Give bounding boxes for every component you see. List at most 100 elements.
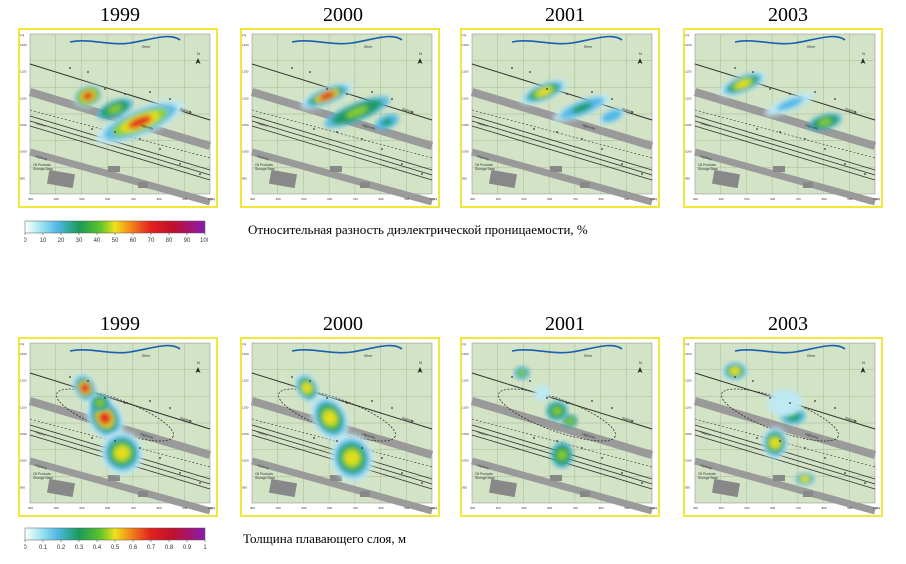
river-label: River [584, 354, 593, 358]
well-marker [864, 482, 866, 484]
map-panel: River Railway Highway Viaduct Highway Oil Pro… [683, 337, 883, 517]
plume-blob [330, 434, 374, 482]
well-marker [529, 380, 531, 382]
well-marker [114, 440, 116, 442]
well-marker [789, 93, 791, 95]
colorbar-tick-label: 80 [166, 238, 173, 244]
river-label: River [807, 354, 816, 358]
well-marker [601, 457, 603, 459]
x-tick-label: 700 [353, 506, 358, 510]
y-tick-label: 1100 [685, 405, 692, 409]
north-arrow-icon [637, 58, 643, 64]
y-tick-label: 1200 [20, 352, 27, 356]
unit-label: [m] [876, 506, 880, 510]
well-marker [91, 128, 93, 130]
river [69, 344, 181, 354]
colorbar: 0 0.1 0.2 0.3 0.4 0.5 0.6 0.7 0.8 0.9 1 [23, 527, 208, 556]
well-marker [734, 67, 736, 69]
unit-label: [m] [211, 197, 215, 201]
railway-label: Railway [180, 107, 193, 114]
unit-label: [m] [462, 342, 466, 346]
x-tick-label: 600 [547, 506, 552, 510]
highway-label: Highway [700, 463, 713, 470]
well-marker [621, 163, 623, 165]
y-tick-label: 1200 [242, 43, 249, 47]
well-marker [641, 482, 643, 484]
y-tick-label: 1100 [242, 96, 249, 100]
railway-label: Railway [622, 107, 635, 114]
year-label: 2000 [323, 4, 363, 26]
well-marker [511, 376, 513, 378]
well-marker [546, 88, 548, 90]
x-tick-label: 500 [744, 197, 749, 201]
well-marker [361, 138, 363, 140]
highway-label: Highway [35, 463, 48, 470]
well-marker [854, 420, 856, 422]
well-marker [844, 472, 846, 474]
colorbar-gradient: 0 0.1 0.2 0.3 0.4 0.5 0.6 0.7 0.8 0.9 1 [23, 527, 207, 551]
x-tick-label: 400 [496, 506, 501, 510]
unit-label: [m] [685, 33, 689, 37]
y-tick-label: 1150 [242, 70, 249, 74]
building [268, 478, 298, 498]
x-tick-label: 900 [404, 197, 409, 201]
building [550, 475, 562, 481]
colorbar-tick-label: 0 [24, 238, 27, 244]
colorbar-tick-label: 0.3 [75, 545, 84, 551]
oil-base-label: Storage Base [33, 476, 53, 480]
y-tick-label: 1200 [685, 43, 692, 47]
x-tick-label: 700 [131, 197, 136, 201]
well-marker [371, 91, 373, 93]
well-marker [566, 93, 568, 95]
map-panel: River Railway Highway Viaduct Highway Oil Pro… [460, 28, 660, 208]
well-marker [631, 420, 633, 422]
well-marker [149, 91, 151, 93]
north-arrow-icon [860, 367, 866, 373]
contamination-map: River Railway Highway Viaduct Highway Oil Pro… [240, 337, 440, 517]
well-marker [854, 111, 856, 113]
y-tick-label: 1000 [20, 150, 27, 154]
well-marker [591, 400, 593, 402]
north-label: N [197, 360, 200, 365]
map-panel: River Railway Highway Viaduct Highway Oil Pro… [683, 28, 883, 208]
x-tick-label: 800 [822, 506, 827, 510]
y-tick-label: 950 [462, 176, 467, 180]
y-tick-label: 950 [20, 176, 25, 180]
well-marker [149, 400, 151, 402]
railway-line [694, 125, 876, 181]
highway-label: Highway [35, 154, 48, 161]
x-tick-label: 100 [650, 197, 655, 201]
unit-label: [m] [20, 33, 24, 37]
highway-road [471, 148, 653, 206]
well-marker [814, 400, 816, 402]
x-tick-label: 100 [208, 506, 213, 510]
river [291, 35, 403, 45]
railway-label: Railway [622, 416, 635, 423]
y-tick-label: 1100 [685, 96, 692, 100]
building [803, 491, 813, 497]
plume-blob [767, 389, 803, 417]
y-tick-label: 1150 [462, 70, 469, 74]
building [488, 478, 518, 498]
viaduct-label: Viaduct [35, 430, 46, 437]
colorbar-tick-label: 50 [112, 238, 119, 244]
contamination-map: River Railway Highway Viaduct Highway Oil Pro… [460, 337, 660, 517]
viaduct-label: Viaduct [700, 430, 711, 437]
x-tick-label: 100 [430, 506, 435, 510]
oil-base-label: Oil Products [698, 472, 716, 476]
x-tick-label: 400 [719, 197, 724, 201]
colorbar-tick-label: 100 [200, 238, 208, 244]
well-marker [391, 407, 393, 409]
unit-label: [m] [433, 197, 437, 201]
north-arrow-icon [860, 58, 866, 64]
highway-road [470, 397, 654, 459]
y-tick-label: 1100 [462, 96, 469, 100]
year-label: 2001 [545, 4, 585, 26]
well-marker [611, 98, 613, 100]
study-area-outline [498, 388, 616, 442]
well-marker [199, 482, 201, 484]
y-tick-label: 950 [685, 485, 690, 489]
railway-line [251, 120, 433, 176]
x-tick-label: 100 [873, 197, 878, 201]
contamination-map: River Railway Highway Viaduct Highway Oil Pro… [683, 337, 883, 517]
